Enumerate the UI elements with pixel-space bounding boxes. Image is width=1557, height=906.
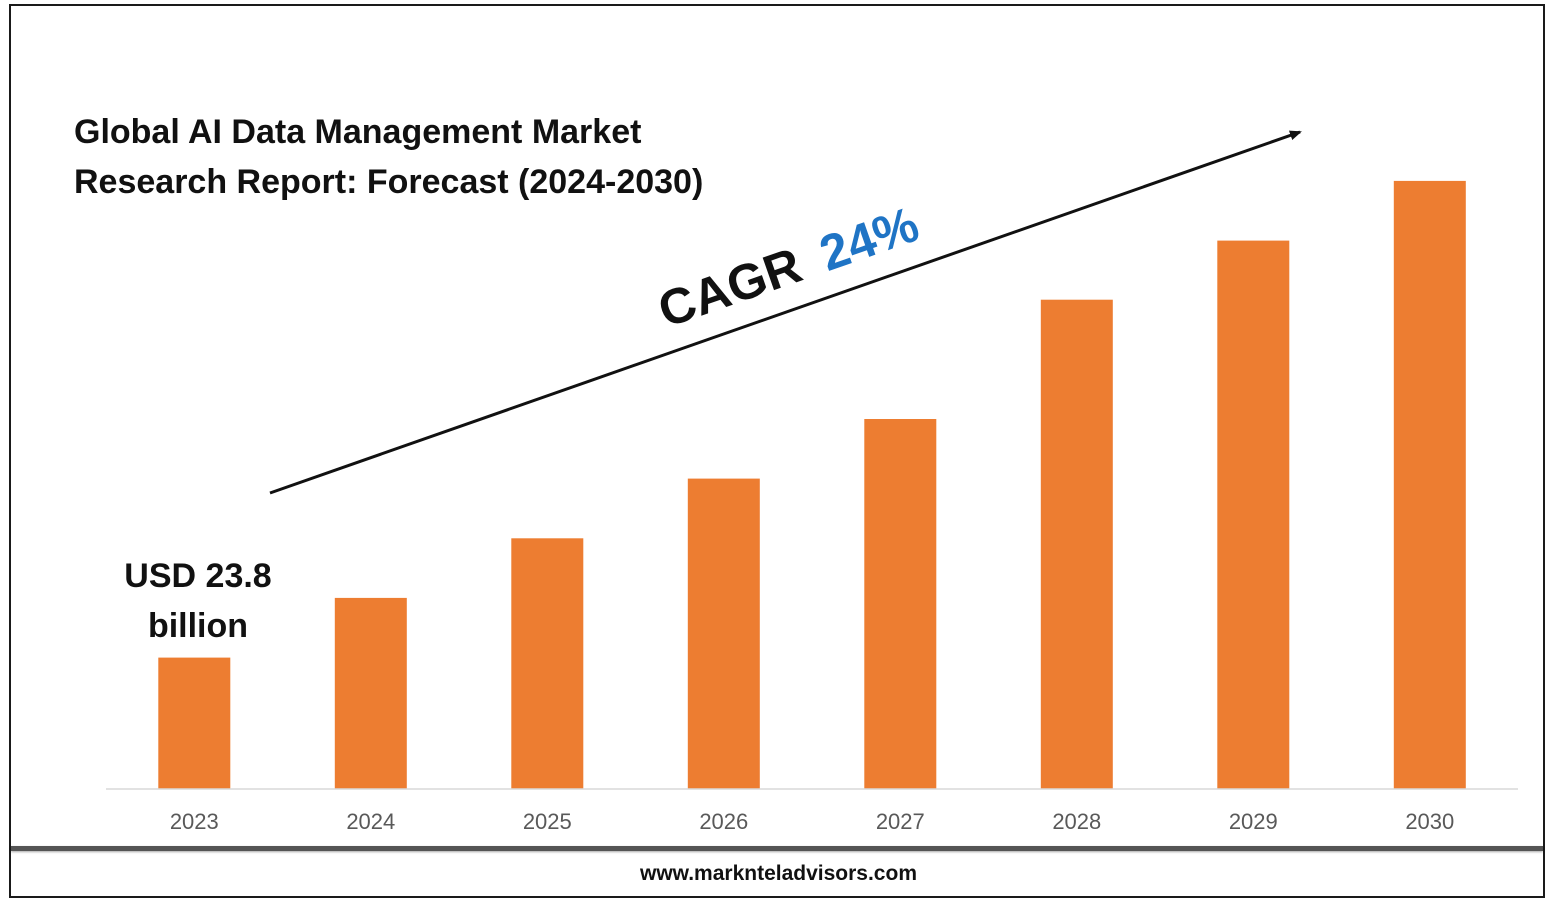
bar-2023 — [158, 657, 231, 789]
footer-divider — [11, 846, 1543, 851]
x-tick-label-2029: 2029 — [1229, 809, 1278, 834]
chart-title-line-1: Global AI Data Management Market — [74, 113, 641, 151]
first-value-label-line-1: USD 23.8 — [124, 557, 271, 595]
bar-2028 — [1040, 299, 1113, 789]
bar-2030 — [1393, 180, 1466, 789]
bar-2026 — [687, 478, 760, 789]
x-tick-label-2024: 2024 — [346, 809, 395, 834]
x-tick-label-2027: 2027 — [876, 809, 925, 834]
x-tick-label-2030: 2030 — [1405, 809, 1454, 834]
x-tick-label-2026: 2026 — [699, 809, 748, 834]
chart-title-line-2: Research Report: Forecast (2024-2030) — [74, 163, 703, 201]
trend-arrow — [269, 130, 1302, 495]
cagr-annotation: CAGR 24% — [651, 196, 925, 338]
bar-2027 — [864, 419, 937, 789]
footer-website-link[interactable]: www.marknteladvisors.com — [640, 862, 917, 885]
cagr-label: CAGR — [651, 237, 808, 339]
x-tick-labels: 2023 2024 2025 2026 2027 2028 2029 2030 — [170, 809, 1454, 834]
bar-2024 — [334, 597, 407, 789]
x-tick-label-2028: 2028 — [1052, 809, 1101, 834]
x-tick-label-2025: 2025 — [523, 809, 572, 834]
bar-2029 — [1217, 240, 1290, 790]
first-value-label-line-2: billion — [148, 607, 248, 645]
x-tick-label-2023: 2023 — [170, 809, 219, 834]
bar-2025 — [511, 538, 584, 789]
bars-group — [158, 180, 1466, 790]
